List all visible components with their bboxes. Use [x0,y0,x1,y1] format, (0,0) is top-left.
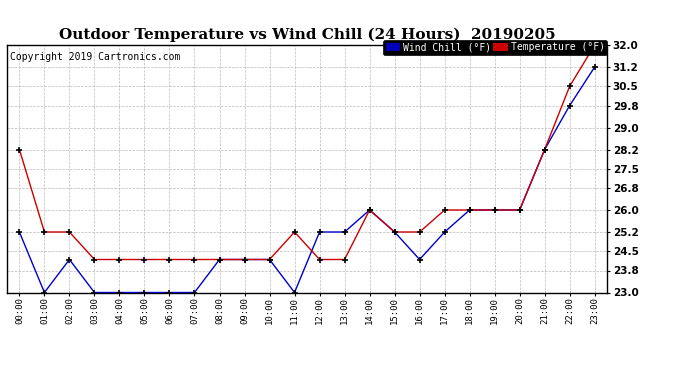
Text: Copyright 2019 Cartronics.com: Copyright 2019 Cartronics.com [10,53,180,62]
Title: Outdoor Temperature vs Wind Chill (24 Hours)  20190205: Outdoor Temperature vs Wind Chill (24 Ho… [59,28,555,42]
Legend: Wind Chill (°F), Temperature (°F): Wind Chill (°F), Temperature (°F) [383,40,607,55]
